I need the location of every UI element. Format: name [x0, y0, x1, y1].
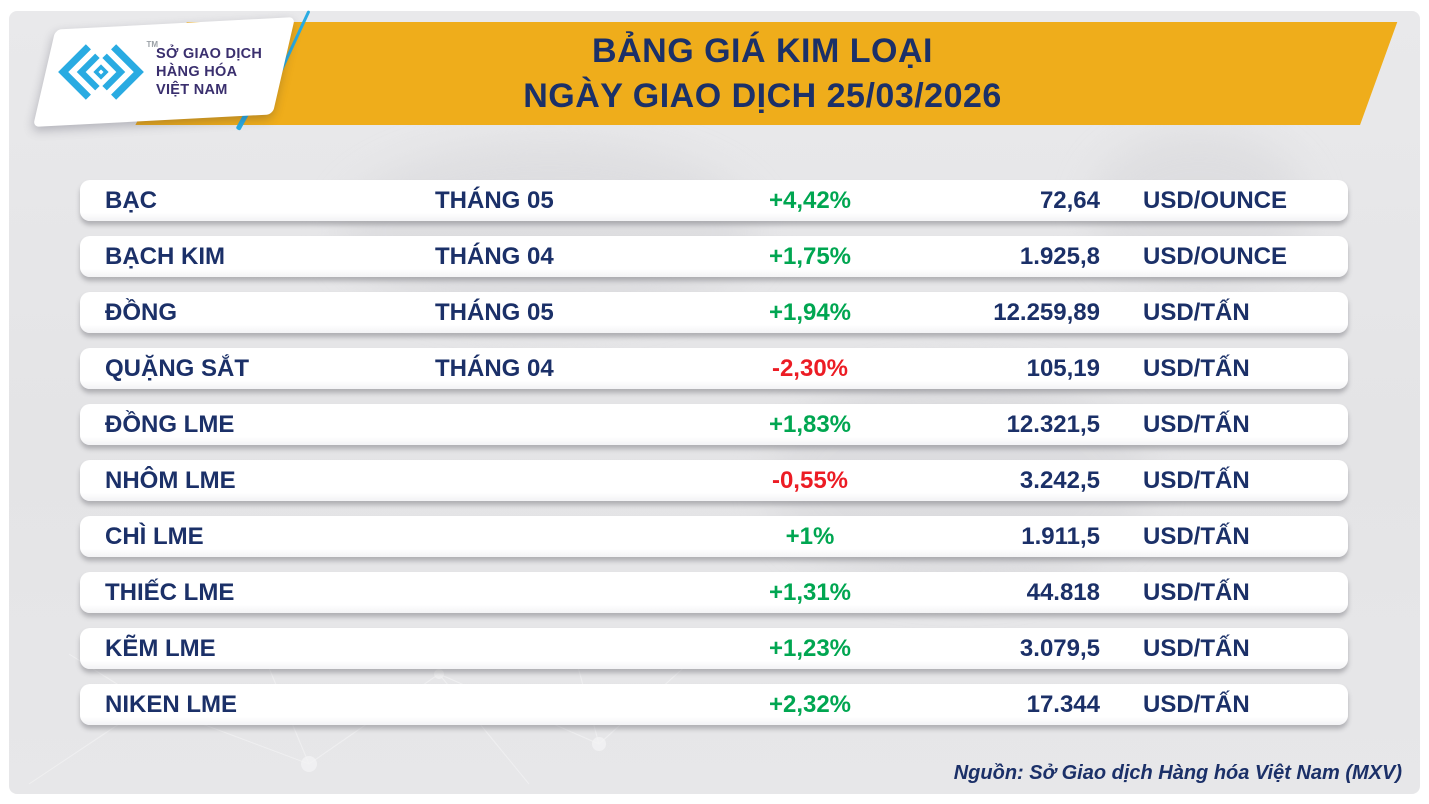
contract-month: THÁNG 04 [435, 242, 554, 270]
commodity-name: CHÌ LME [105, 522, 204, 550]
commodity-name: BẠC [105, 186, 157, 214]
commodity-name: THIẾC LME [105, 578, 235, 606]
title-line-1: BẢNG GIÁ KIM LOẠI [592, 31, 933, 70]
table-row: ĐỒNG LME +1,83% 12.321,5 USD/TẤN [80, 404, 1348, 445]
price-value: 3.079,5 [1019, 634, 1100, 662]
price-unit: USD/TẤN [1143, 354, 1250, 382]
commodity-name: NIKEN LME [105, 690, 237, 718]
table-row: KẼM LME +1,23% 3.079,5 USD/TẤN [80, 628, 1348, 669]
price-unit: USD/OUNCE [1143, 242, 1288, 270]
commodity-name: BẠCH KIM [105, 242, 225, 270]
percent-change: +2,32% [768, 690, 852, 718]
price-value: 72,64 [1039, 186, 1100, 214]
price-value: 105,19 [1026, 354, 1100, 382]
header-banner [135, 22, 1398, 125]
contract-month: THÁNG 04 [435, 354, 554, 382]
price-unit: USD/TẤN [1143, 466, 1250, 494]
logo-text-line: VIỆT NAM [156, 82, 228, 99]
commodity-name: KẼM LME [105, 634, 216, 662]
percent-change: +4,42% [768, 186, 852, 214]
price-value: 17.344 [1026, 690, 1100, 718]
table-row: BẠC THÁNG 05 +4,42% 72,64 USD/OUNCE [80, 180, 1348, 221]
page-title: BẢNG GIÁ KIM LOẠI NGÀY GIAO DỊCH 25/03/2… [120, 22, 1405, 125]
price-table: BẠC THÁNG 05 +4,42% 72,64 USD/OUNCE BẠCH… [80, 180, 1348, 740]
table-row: NHÔM LME -0,55% 3.242,5 USD/TẤN [80, 460, 1348, 501]
table-row: CHÌ LME +1% 1.911,5 USD/TẤN [80, 516, 1348, 557]
mxv-logo-text: SỞ GIAO DỊCH HÀNG HÓA VIỆT NAM [156, 45, 262, 99]
price-unit: USD/TẤN [1143, 634, 1250, 662]
commodity-name: QUẶNG SẮT [105, 354, 249, 382]
commodity-name: ĐỒNG LME [105, 410, 235, 438]
percent-change: +1,23% [768, 634, 852, 662]
price-unit: USD/TẤN [1143, 690, 1250, 718]
contract-month: THÁNG 05 [435, 186, 554, 214]
price-value: 1.925,8 [1019, 242, 1100, 270]
price-unit: USD/TẤN [1143, 522, 1250, 550]
table-row: ĐỒNG THÁNG 05 +1,94% 12.259,89 USD/TẤN [80, 292, 1348, 333]
source-note: Nguồn: Sở Giao dịch Hàng hóa Việt Nam (M… [953, 762, 1402, 784]
trademark-symbol: TM [146, 40, 158, 49]
price-value: 3.242,5 [1019, 466, 1100, 494]
price-value: 12.259,89 [993, 298, 1100, 326]
mxv-logo: TM SỞ GIAO DỊCH HÀNG HÓA VIỆT NAM [56, 32, 276, 112]
table-row: THIẾC LME +1,31% 44.818 USD/TẤN [80, 572, 1348, 613]
table-row: NIKEN LME +2,32% 17.344 USD/TẤN [80, 684, 1348, 725]
mxv-logomark-icon: TM [56, 40, 158, 102]
logo-text-line: SỞ GIAO DỊCH [156, 45, 263, 62]
price-value: 44.818 [1026, 578, 1100, 606]
price-unit: USD/OUNCE [1143, 186, 1288, 214]
contract-month: THÁNG 05 [435, 298, 554, 326]
title-line-2: NGÀY GIAO DỊCH 25/03/2026 [523, 76, 1002, 115]
price-unit: USD/TẤN [1143, 578, 1250, 606]
price-unit: USD/TẤN [1143, 298, 1250, 326]
percent-change: +1,94% [768, 298, 852, 326]
price-value: 1.911,5 [1021, 522, 1100, 550]
price-unit: USD/TẤN [1143, 410, 1250, 438]
percent-change: +1,31% [768, 578, 852, 606]
logo-text-line: HÀNG HÓA [156, 63, 238, 80]
percent-change: -2,30% [771, 354, 849, 382]
commodity-name: NHÔM LME [105, 466, 236, 494]
percent-change: +1,75% [768, 242, 852, 270]
percent-change: +1,83% [768, 410, 852, 438]
table-row: BẠCH KIM THÁNG 04 +1,75% 1.925,8 USD/OUN… [80, 236, 1348, 277]
price-value: 12.321,5 [1006, 410, 1100, 438]
commodity-name: ĐỒNG [105, 298, 177, 326]
percent-change: +1% [785, 522, 835, 550]
percent-change: -0,55% [771, 466, 849, 494]
table-row: QUẶNG SẮT THÁNG 04 -2,30% 105,19 USD/TẤN [80, 348, 1348, 389]
